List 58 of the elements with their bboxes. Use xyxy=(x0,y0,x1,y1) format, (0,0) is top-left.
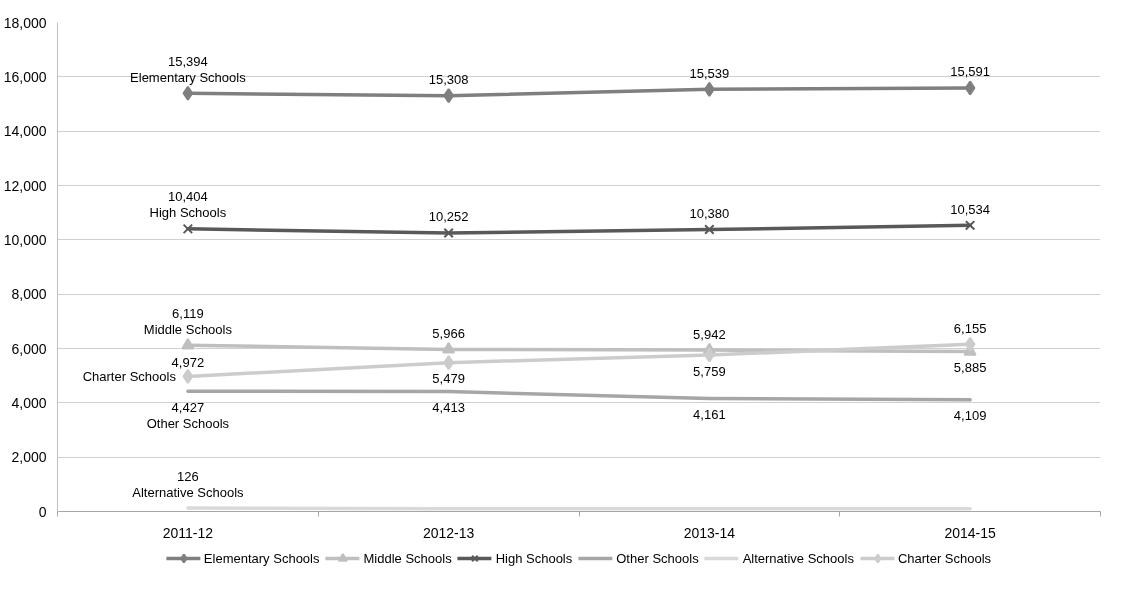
x-tick-label: 2011-12 xyxy=(162,524,214,541)
y-tick-label: 2,000 xyxy=(11,449,47,466)
data-label: 10,252 xyxy=(428,209,469,225)
text: Middle Schools xyxy=(143,321,232,337)
data-label: 5,942 xyxy=(693,326,726,342)
legend-label: Other Schools xyxy=(616,550,699,566)
legend-label: Middle Schools xyxy=(363,550,452,566)
data-label: 126 xyxy=(177,468,199,484)
y-tick-label: 8,000 xyxy=(11,286,47,303)
y-tick-label: 10,000 xyxy=(3,231,47,248)
data-label: 4,109 xyxy=(953,408,987,424)
point xyxy=(964,336,976,352)
line-series xyxy=(186,389,972,402)
data-label: 5,479 xyxy=(432,371,465,387)
data-label: 10,404 xyxy=(167,189,208,205)
point xyxy=(182,223,194,235)
point xyxy=(182,85,194,101)
x-tick-label: 2013-14 xyxy=(683,524,736,541)
legend-label: High Schools xyxy=(495,550,573,566)
data-label: 4,972 xyxy=(171,354,205,370)
text: High Schools xyxy=(149,205,227,221)
legend-label: Charter Schools xyxy=(897,550,992,566)
data-label: 15,308 xyxy=(428,72,469,88)
y-tick-label: 0 xyxy=(38,503,47,520)
y-tick-label: 18,000 xyxy=(3,14,47,31)
text: Elementary Schools xyxy=(130,69,246,85)
x-tick-label: 2014-15 xyxy=(944,524,997,541)
data-label: 4,413 xyxy=(432,400,465,416)
point xyxy=(704,224,715,235)
y-tick-label: 4,000 xyxy=(11,394,47,411)
data-label: 15,394 xyxy=(167,53,208,69)
point xyxy=(964,80,976,96)
data-label: 10,380 xyxy=(689,206,730,222)
point xyxy=(964,220,976,231)
data-label: 5,885 xyxy=(953,360,987,376)
y-tick-label: 14,000 xyxy=(3,123,47,140)
data-label: 6,155 xyxy=(953,320,987,336)
data-label: 15,539 xyxy=(689,65,730,81)
y-tick-label: 6,000 xyxy=(11,340,47,357)
legend-label: Elementary Schools xyxy=(203,550,320,566)
point xyxy=(182,368,194,384)
legend-label: Alternative Schools xyxy=(742,550,854,566)
data-label: 6,119 xyxy=(172,305,204,321)
data-label: 5,966 xyxy=(432,325,465,341)
data-label: 10,534 xyxy=(950,201,991,217)
text: Alternative Schools xyxy=(132,484,244,500)
x-tick-label: 2012-13 xyxy=(422,524,475,541)
y-tick-label: 16,000 xyxy=(3,68,47,85)
data-label: 15,591 xyxy=(950,64,991,80)
text: Other Schools xyxy=(146,415,230,431)
point xyxy=(442,342,456,354)
data-label: 4,427 xyxy=(171,399,205,415)
y-tick-label: 12,000 xyxy=(3,177,47,194)
point xyxy=(443,227,454,239)
data-label: 5,759 xyxy=(693,363,726,379)
text: Charter Schools xyxy=(82,368,176,384)
point xyxy=(181,337,195,350)
data-label: 4,161 xyxy=(693,406,726,422)
